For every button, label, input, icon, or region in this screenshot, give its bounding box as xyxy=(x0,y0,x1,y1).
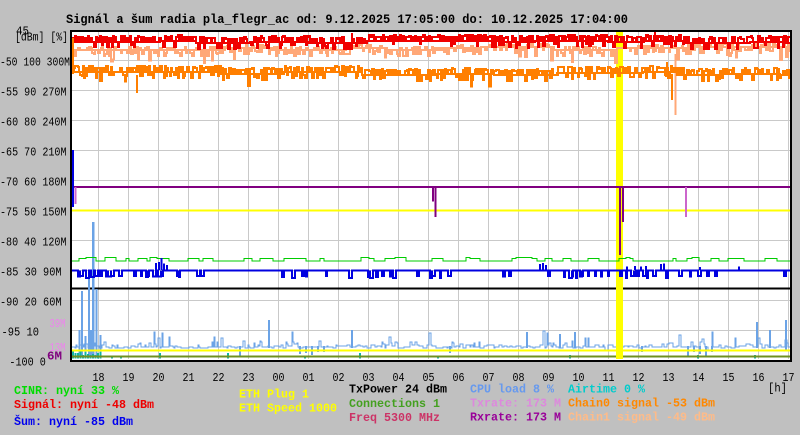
svg-text:-65 70 210M: -65 70 210M xyxy=(0,147,67,160)
svg-text:23: 23 xyxy=(243,372,255,385)
svg-text:05: 05 xyxy=(423,372,435,385)
svg-text:17: 17 xyxy=(783,372,795,385)
svg-text:-80 40 120M: -80 40 120M xyxy=(0,237,67,250)
svg-text:Signál: nyní -48 dBm: Signál: nyní -48 dBm xyxy=(14,398,154,412)
svg-text:01: 01 xyxy=(303,372,315,385)
svg-text:18: 18 xyxy=(93,372,105,385)
svg-text:20: 20 xyxy=(153,372,165,385)
svg-text:22: 22 xyxy=(213,372,225,385)
svg-text:45: 45 xyxy=(16,26,29,39)
svg-text:Signál a šum radia pla_flegr_a: Signál a šum radia pla_flegr_ac od: 9.12… xyxy=(66,12,628,27)
svg-text:ETH Plug 1: ETH Plug 1 xyxy=(239,388,309,402)
svg-text:6M: 6M xyxy=(47,350,62,364)
svg-text:Rxrate: 173 M: Rxrate: 173 M xyxy=(470,411,561,425)
svg-text:Freq 5300 MHz: Freq 5300 MHz xyxy=(349,411,440,425)
svg-text:[h]: [h] xyxy=(768,383,787,396)
svg-text:-50 100 300M: -50 100 300M xyxy=(0,57,70,70)
svg-text:TxPower 24 dBm: TxPower 24 dBm xyxy=(349,383,447,397)
svg-text:12: 12 xyxy=(633,372,645,385)
svg-text:CINR: nyní 33 %: CINR: nyní 33 % xyxy=(14,384,120,398)
svg-text:02: 02 xyxy=(333,372,345,385)
svg-text:00: 00 xyxy=(273,372,285,385)
svg-text:19: 19 xyxy=(123,372,135,385)
svg-text:-55 90 270M: -55 90 270M xyxy=(0,87,67,100)
svg-text:13: 13 xyxy=(663,372,675,385)
svg-text:16: 16 xyxy=(753,372,765,385)
svg-text:-85 30 90M: -85 30 90M xyxy=(0,267,62,280)
svg-text:Chain0 signal -53 dBm: Chain0 signal -53 dBm xyxy=(568,397,715,411)
svg-text:[dBm] [%]: [dBm] [%] xyxy=(15,32,68,45)
svg-text:10: 10 xyxy=(573,372,585,385)
svg-text:39M: 39M xyxy=(50,318,66,331)
svg-text:07: 07 xyxy=(483,372,495,385)
svg-text:14: 14 xyxy=(693,372,705,385)
svg-text:13M: 13M xyxy=(50,342,66,355)
svg-text:-70 60 180M: -70 60 180M xyxy=(0,177,67,190)
svg-text:-100 0: -100 0 xyxy=(9,357,46,370)
svg-text:-75 50 150M: -75 50 150M xyxy=(0,207,67,220)
svg-text:-90 20 60M: -90 20 60M xyxy=(0,297,62,310)
svg-text:Šum: nyní -85 dBm: Šum: nyní -85 dBm xyxy=(14,414,133,429)
svg-text:-95 10: -95 10 xyxy=(2,327,40,340)
svg-text:11: 11 xyxy=(603,372,615,385)
svg-text:08: 08 xyxy=(513,372,525,385)
svg-text:Connections 1: Connections 1 xyxy=(349,397,440,411)
svg-text:CPU load 8 %: CPU load 8 % xyxy=(470,383,555,397)
svg-text:06: 06 xyxy=(453,372,465,385)
svg-text:-60 80 240M: -60 80 240M xyxy=(0,117,67,130)
svg-text:Chain1 signal -49 dBm: Chain1 signal -49 dBm xyxy=(568,411,715,425)
svg-text:Airtime 0 %: Airtime 0 % xyxy=(568,383,646,397)
svg-text:21: 21 xyxy=(183,372,195,385)
svg-text:15: 15 xyxy=(723,372,735,385)
svg-text:ETH Speed 1000: ETH Speed 1000 xyxy=(239,402,337,416)
svg-text:Txrate: 173 M: Txrate: 173 M xyxy=(470,397,561,411)
svg-text:03: 03 xyxy=(363,372,375,385)
svg-text:04: 04 xyxy=(393,372,405,385)
svg-text:09: 09 xyxy=(543,372,555,385)
